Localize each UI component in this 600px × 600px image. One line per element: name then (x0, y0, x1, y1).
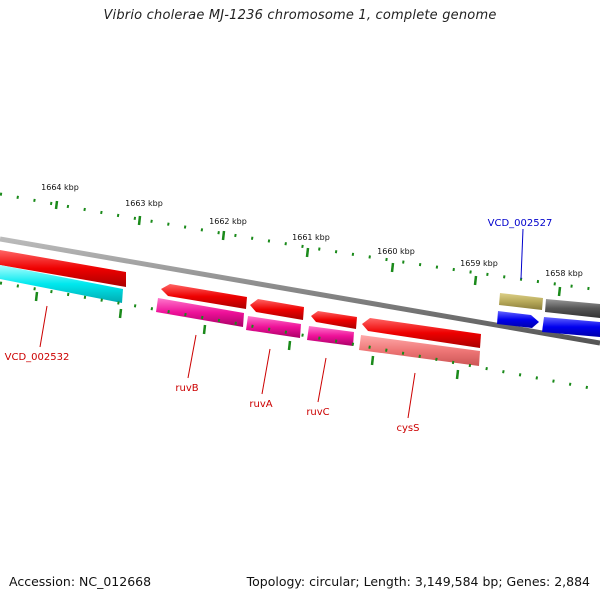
gene-ruvA-magenta (246, 316, 301, 338)
gene-labels: VCD_002527 VCD_002532 ruvB ruvA ruvC cys… (5, 218, 553, 434)
gene-ruvC-red (311, 311, 357, 329)
gene-label-ruvA: ruvA (249, 399, 272, 410)
tick-label-1664: 1664 kbp (41, 183, 79, 192)
accession-text: Accession: NC_012668 (9, 574, 152, 589)
gene-ruvA-red (250, 299, 304, 320)
genome-summary-text: Topology: circular; Length: 3,149,584 bp… (246, 574, 590, 589)
gene-cysS-red (362, 318, 481, 348)
gene-ruvB-magenta (156, 298, 244, 327)
tick-label-1661: 1661 kbp (292, 233, 330, 242)
outer-tick-ring (0, 192, 600, 292)
gene-ruvB-red (161, 284, 247, 309)
lower-strand-genes (0, 265, 600, 366)
gene-label-ruvB: ruvB (175, 383, 198, 394)
leader-lines (39, 228, 524, 419)
gene-blue-right (542, 317, 600, 337)
gene-gray (545, 299, 600, 318)
tick-label-1662: 1662 kbp (209, 217, 247, 226)
forward-strand-genes (499, 293, 600, 318)
gene-vcd-002527 (499, 293, 543, 310)
gene-label-cysS: cysS (397, 423, 420, 434)
gene-label-ruvC: ruvC (306, 407, 329, 418)
inner-tick-ring (0, 281, 591, 390)
tick-label-1659: 1659 kbp (460, 259, 498, 268)
gene-label-vcd-002532: VCD_002532 (5, 352, 70, 363)
tick-label-1663: 1663 kbp (125, 199, 163, 208)
tick-label-1658: 1658 kbp (545, 269, 583, 278)
gene-cysS-salmon (359, 335, 480, 366)
gene-ruvC-magenta (307, 326, 354, 346)
red-strand-genes (0, 250, 481, 348)
map-title: Vibrio cholerae MJ-1236 chromosome 1, co… (103, 8, 497, 23)
gene-vcd-002532-cyan (0, 265, 123, 303)
tick-labels: 1664 kbp 1663 kbp 1662 kbp 1661 kbp 1660… (41, 183, 583, 278)
gene-blue (497, 311, 539, 328)
major-ticks (54, 200, 562, 297)
gene-vcd-002532-red (0, 250, 126, 287)
tick-label-1660: 1660 kbp (377, 247, 415, 256)
gene-label-vcd-002527: VCD_002527 (488, 218, 553, 229)
genome-backbone (0, 236, 600, 346)
